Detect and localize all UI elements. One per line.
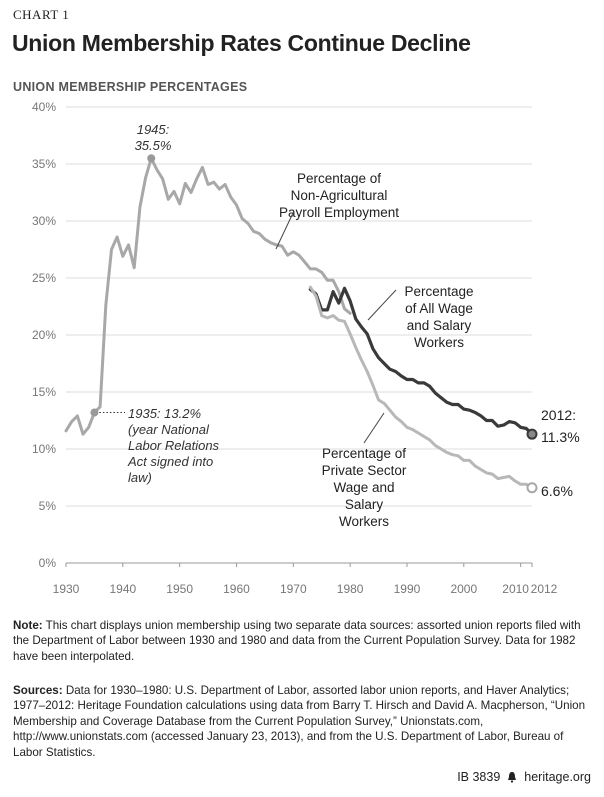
x-tick-label: 1950 [166, 582, 193, 596]
nonag-series-label: Percentage of [297, 171, 381, 186]
end-point-marker-all [526, 428, 538, 440]
y-tick-label: 5% [39, 499, 57, 513]
sources-label: Sources: [13, 684, 63, 697]
series-line-private [308, 285, 534, 490]
all-workers-leader-line [367, 289, 397, 321]
footer: IB 3839 heritage.org [457, 770, 591, 784]
chart-note: Note: This chart displays union membersh… [13, 618, 591, 664]
start-annotation-line: Act signed into [127, 454, 213, 469]
peak-point-marker [147, 154, 156, 163]
y-tick-label: 0% [39, 556, 57, 570]
liberty-bell-icon [508, 772, 517, 783]
all-workers-series-label: and Salary [407, 318, 472, 333]
end-year-label: 2012: [541, 407, 576, 423]
x-tick-label: 1970 [280, 582, 307, 596]
start-point-marker [90, 408, 99, 417]
private-series-label: Percentage of [322, 446, 406, 461]
y-tick-label: 25% [32, 271, 56, 285]
peak-value-label: 35.5% [135, 138, 172, 153]
end-value-all: 11.3% [541, 429, 580, 445]
brief-id: IB 3839 [457, 770, 501, 784]
all-workers-series-label: Percentage [404, 284, 473, 299]
private-series-label: Wage and [333, 480, 394, 495]
series-lines [64, 156, 534, 490]
nonag-leader-line [275, 212, 294, 250]
start-annotation-line: Labor Relations [128, 438, 220, 453]
end-value-private: 6.6% [541, 483, 573, 499]
chart-number-label: CHART 1 [13, 7, 70, 22]
start-annotation-line: 1935: 13.2% [128, 406, 201, 421]
grid-lines [66, 106, 532, 564]
note-label: Note: [13, 619, 43, 632]
y-tick-label: 15% [32, 385, 56, 399]
private-leader-line [363, 412, 385, 444]
all-workers-series-label: Workers [414, 335, 464, 350]
x-tick-label: 1930 [53, 582, 80, 596]
nonag-series-label: Non-Agricultural [291, 188, 388, 203]
start-annotation-line: law) [128, 470, 152, 485]
x-axis-ticks: 1930 1940 1950 1960 1970 1980 1990 2000 2010 2012 [53, 563, 558, 596]
x-tick-label: 2000 [450, 582, 477, 596]
x-tick-label: 2012 [531, 582, 558, 596]
x-tick-label: 1960 [223, 582, 250, 596]
all-workers-series-label: of All Wage [405, 301, 473, 316]
nonag-series-label: Payroll Employment [279, 205, 399, 220]
private-series-label: Salary [345, 497, 384, 512]
x-tick-label: 2010 [502, 582, 529, 596]
y-tick-label: 10% [32, 442, 56, 456]
end-point-marker-private [526, 482, 538, 494]
x-tick-label: 1990 [394, 582, 421, 596]
line-chart: 0%5%10%15%20%25%30%35%40% 1930 1940 1950 19… [32, 100, 580, 596]
y-tick-label: 40% [32, 100, 56, 114]
peak-year-label: 1945: [137, 122, 170, 137]
private-series-label: Workers [339, 514, 389, 529]
chart-title: Union Membership Rates Continue Decline [12, 30, 471, 56]
series-line-nonag [64, 156, 352, 436]
chart-subtitle: UNION MEMBERSHIP PERCENTAGES [13, 80, 248, 94]
annotations: 1945:35.5% 1935: 13.2%(year NationalLabor… [90, 122, 580, 529]
series-line-all-workers [308, 286, 534, 436]
private-series-label: Private Sector [322, 463, 407, 478]
site-link[interactable]: heritage.org [524, 770, 591, 784]
y-tick-label: 35% [32, 157, 56, 171]
x-tick-label: 1940 [109, 582, 136, 596]
sources-text: Data for 1930–1980: U.S. Department of L… [13, 684, 586, 759]
y-tick-label: 20% [32, 328, 56, 342]
note-text: This chart displays union membership usi… [13, 619, 581, 663]
x-tick-label: 1980 [337, 582, 364, 596]
start-annotation-line: (year National [128, 422, 210, 437]
chart-sources: Sources: Data for 1930–1980: U.S. Depart… [13, 683, 591, 760]
y-axis-ticks: 0% 5% 10% 15% 20% 25% 30% 35% 40% [32, 100, 56, 570]
y-tick-label: 30% [32, 214, 56, 228]
